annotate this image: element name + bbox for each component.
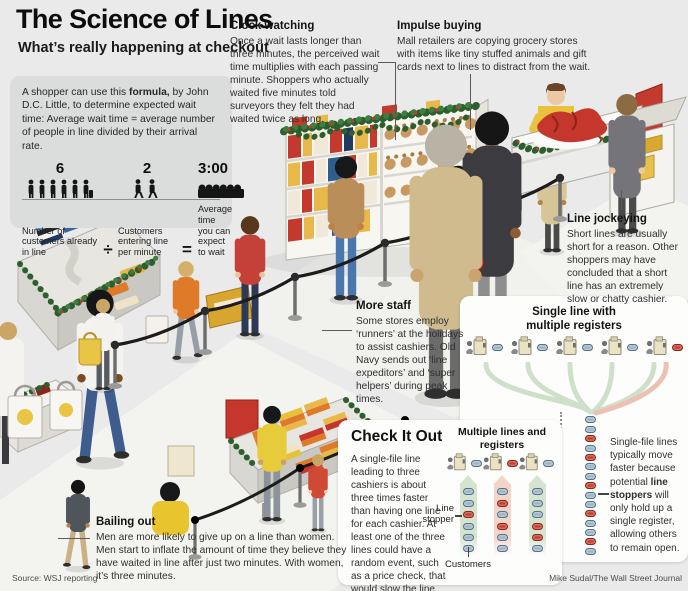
single-line-title: Single line with multiple registers xyxy=(526,306,622,333)
single-file-caption: Single-file lines typically move faster … xyxy=(610,437,680,554)
label-customers-in-line: Number of customers already in line xyxy=(22,225,98,258)
connector-line xyxy=(58,538,90,540)
connector-line xyxy=(621,190,623,210)
value-customers-in-line: 6 xyxy=(55,159,65,177)
annotation-line-jockeying: Line jockeying Short lines are usually s… xyxy=(567,213,678,305)
register-icon xyxy=(446,453,482,473)
register-icon xyxy=(518,453,554,473)
page-subtitle: What’s really happening at checkout xyxy=(18,40,269,56)
queue-line-1 xyxy=(459,475,477,556)
single-file-queue xyxy=(581,414,599,557)
yellow-bag xyxy=(78,332,102,366)
red-sweater-pile xyxy=(537,108,608,143)
value-average-wait: 3:00 xyxy=(198,159,229,177)
formula-rule xyxy=(22,198,220,200)
entering-customers-icon xyxy=(118,177,176,198)
connector-line xyxy=(395,62,397,140)
label-customers-per-minute: Customers entering line per minute xyxy=(118,225,169,258)
connector-line xyxy=(378,62,396,64)
customer-dot xyxy=(471,459,482,467)
registers-row xyxy=(465,336,683,358)
queue-shoppers xyxy=(78,141,567,477)
customer-dot xyxy=(507,459,518,467)
register-icon xyxy=(555,336,593,358)
customer-dot xyxy=(672,343,683,351)
shopper-bottom-left xyxy=(152,482,189,535)
check-it-out-body: A single-file line leading to three cash… xyxy=(351,454,446,591)
page-title: The Science of Lines xyxy=(16,4,273,34)
stopper-pointer-line xyxy=(455,515,462,517)
register-icon xyxy=(510,336,548,358)
garland xyxy=(280,100,482,140)
customers-label: Customers xyxy=(445,559,491,570)
formula-silhouettes-row xyxy=(22,177,244,198)
connector-line xyxy=(470,74,472,130)
customer-dot xyxy=(627,343,638,351)
register-icon xyxy=(482,453,518,473)
registers-row xyxy=(446,453,554,473)
value-customers-per-minute: 2 xyxy=(142,159,152,177)
cream-box xyxy=(167,445,195,477)
credit-note: Mike Sudal/The Wall Street Journal xyxy=(549,573,682,583)
customer-dot xyxy=(543,459,554,467)
stopper-pointer-line xyxy=(598,493,609,495)
check-it-out-panel: Check It Out A single-file line leading … xyxy=(338,420,562,591)
source-note: Source: WSJ reporting xyxy=(12,573,98,583)
line-stopper-label: Line stopper xyxy=(422,503,454,525)
customer-dot xyxy=(582,343,593,351)
formula-labels-row: Number of customers already in line ÷ Cu… xyxy=(22,200,232,260)
annotation-more-staff: More staff Some stores employ ‘runners’ … xyxy=(356,300,464,405)
formula-intro: A shopper can use this formula, by John … xyxy=(22,87,215,152)
equals-operator: = xyxy=(182,240,192,260)
check-it-out-title: Check It Out xyxy=(351,428,443,445)
annotation-clock-watching: Clock watching Once a wait lasts longer … xyxy=(230,20,380,125)
register-icon xyxy=(465,336,503,358)
formula-values-row: 6 2 3:00 xyxy=(22,153,228,177)
shopper-far-left xyxy=(0,322,43,464)
customer-dot xyxy=(492,343,503,351)
multiple-lines-title: Multiple lines and registers xyxy=(457,426,547,451)
queue-line-3 xyxy=(528,475,546,556)
customers-pointer-line xyxy=(467,547,469,557)
register-icon xyxy=(600,336,638,358)
checkout-counter xyxy=(511,83,687,238)
queue-line-2 xyxy=(493,475,511,556)
queue-foreground xyxy=(409,111,522,408)
people-in-line-icon xyxy=(22,177,98,198)
label-average-wait: Average time you can expect to wait xyxy=(198,203,233,258)
shopping-bag xyxy=(49,380,83,431)
shopper-white-shirt xyxy=(49,289,130,470)
annotation-bailing-out: Bailing out Men are more likely to give … xyxy=(96,516,347,582)
customer-dot xyxy=(537,343,548,351)
waiting-crowd-icon xyxy=(198,177,244,198)
annotation-impulse-buying: Impulse buying Mall retailers are copyin… xyxy=(397,20,591,73)
divide-operator: ÷ xyxy=(103,240,113,260)
register-icon xyxy=(645,336,683,358)
connector-line xyxy=(322,330,352,332)
clothing-table-left xyxy=(17,200,162,352)
converging-lines xyxy=(483,362,669,416)
formula-panel: A shopper can use this formula, by John … xyxy=(10,76,244,258)
